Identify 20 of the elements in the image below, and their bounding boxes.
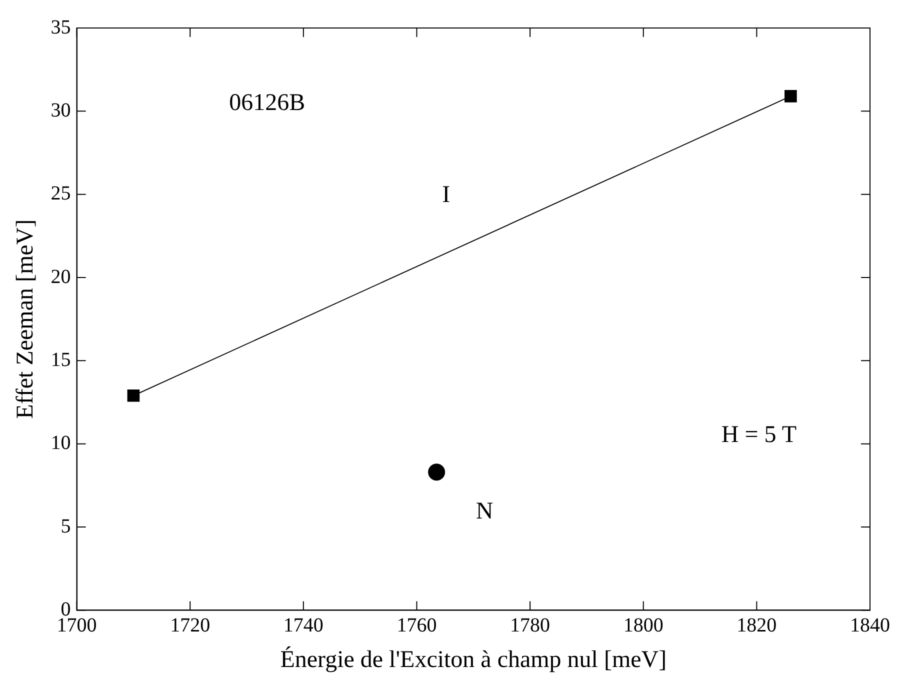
x-tick-label: 1760 — [396, 614, 437, 636]
y-tick-label: 20 — [50, 266, 71, 288]
series-label: I — [442, 182, 450, 208]
annotation: 06126B — [229, 90, 306, 116]
x-tick-label: 1800 — [623, 614, 664, 636]
x-tick-label: 1740 — [283, 614, 324, 636]
y-axis-title: Effet Zeeman [meV] — [12, 219, 39, 419]
y-tick-label: 10 — [50, 432, 71, 454]
y-tick-label: 5 — [60, 515, 71, 538]
y-tick-label: 30 — [50, 99, 71, 122]
x-tick-label: 1820 — [736, 614, 777, 636]
y-tick-label: 25 — [50, 182, 71, 205]
x-tick-label: 1840 — [850, 614, 890, 636]
x-axis-title: Énergie de l'Exciton à champ nul [meV] — [280, 646, 667, 673]
x-tick-label: 1720 — [170, 614, 210, 636]
annotation: H = 5 T — [721, 422, 797, 448]
x-tick-label: 1780 — [510, 614, 550, 636]
y-tick-label: 35 — [50, 16, 71, 38]
series-label: N — [476, 498, 494, 524]
y-tick-label: 15 — [50, 348, 71, 371]
